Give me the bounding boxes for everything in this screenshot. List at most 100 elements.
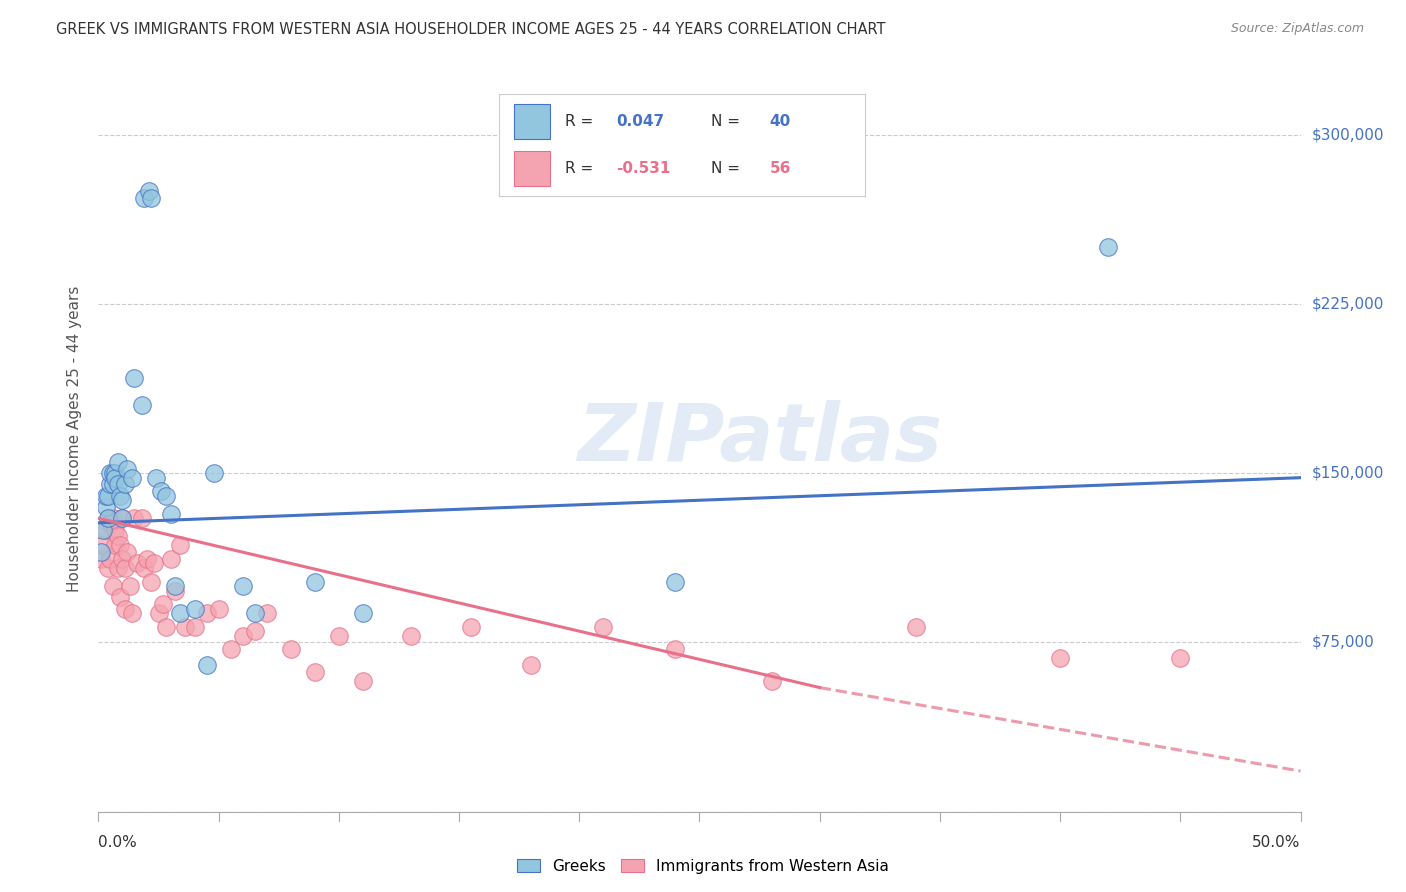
Text: $225,000: $225,000 <box>1312 296 1384 311</box>
Point <box>94 489 117 503</box>
Text: Source: ZipAtlas.com: Source: ZipAtlas.com <box>1230 22 1364 36</box>
Point <box>124 371 146 385</box>
Point <box>111 552 134 566</box>
Point <box>352 673 374 688</box>
Point <box>121 606 143 620</box>
Point <box>159 507 181 521</box>
Point <box>97 511 120 525</box>
Point <box>1049 651 1071 665</box>
Point <box>243 606 266 620</box>
Point <box>117 461 139 475</box>
Point <box>101 466 124 480</box>
Point <box>132 191 155 205</box>
Point <box>761 673 783 688</box>
Point <box>132 561 155 575</box>
Point <box>159 552 181 566</box>
Point <box>152 597 174 611</box>
Point <box>165 579 187 593</box>
Text: 50.0%: 50.0% <box>1253 836 1301 850</box>
Point <box>100 477 122 491</box>
FancyBboxPatch shape <box>513 151 550 186</box>
Point <box>114 477 136 491</box>
Point <box>91 538 114 552</box>
Point <box>104 466 127 480</box>
Point <box>100 552 122 566</box>
Point <box>243 624 266 639</box>
Text: N =: N = <box>711 114 745 128</box>
Point <box>104 471 127 485</box>
Point <box>111 511 134 525</box>
Point <box>141 574 163 589</box>
Point <box>107 455 129 469</box>
Text: 0.047: 0.047 <box>616 114 664 128</box>
Point <box>125 557 148 571</box>
Text: 40: 40 <box>769 114 792 128</box>
Point <box>101 579 124 593</box>
Text: ZIPatlas: ZIPatlas <box>576 401 942 478</box>
Point <box>1097 240 1119 254</box>
Point <box>149 484 172 499</box>
Point <box>114 561 136 575</box>
Point <box>111 511 134 525</box>
Point <box>108 489 131 503</box>
Point <box>183 601 205 615</box>
Point <box>219 642 242 657</box>
Point <box>195 658 218 673</box>
Point <box>114 601 136 615</box>
Point <box>135 552 157 566</box>
Point <box>280 642 302 657</box>
Point <box>97 561 120 575</box>
Text: R =: R = <box>565 161 598 176</box>
Point <box>520 658 543 673</box>
Point <box>304 574 326 589</box>
Point <box>232 629 254 643</box>
Point <box>111 493 134 508</box>
Text: N =: N = <box>711 161 745 176</box>
Point <box>94 500 117 514</box>
Text: 56: 56 <box>769 161 792 176</box>
Point <box>165 583 187 598</box>
Point <box>97 489 120 503</box>
Point <box>91 523 114 537</box>
Text: R =: R = <box>565 114 598 128</box>
Legend: Greeks, Immigrants from Western Asia: Greeks, Immigrants from Western Asia <box>510 853 896 880</box>
Point <box>104 523 127 537</box>
Point <box>104 538 127 552</box>
Point <box>399 629 422 643</box>
Point <box>90 552 112 566</box>
Point <box>141 191 163 205</box>
Point <box>107 477 129 491</box>
Point <box>169 606 191 620</box>
Point <box>169 538 191 552</box>
Point <box>101 477 124 491</box>
Point <box>107 561 129 575</box>
Point <box>108 538 131 552</box>
Point <box>131 399 153 413</box>
Point <box>97 511 120 525</box>
Point <box>352 606 374 620</box>
Point <box>145 471 167 485</box>
Point <box>664 574 686 589</box>
Point <box>664 642 686 657</box>
Y-axis label: Householder Income Ages 25 - 44 years: Householder Income Ages 25 - 44 years <box>67 286 83 592</box>
Point <box>904 620 927 634</box>
Point <box>90 545 112 559</box>
Point <box>117 545 139 559</box>
Text: $75,000: $75,000 <box>1312 635 1375 650</box>
Point <box>174 620 197 634</box>
Point <box>202 466 225 480</box>
Point <box>107 529 129 543</box>
Point <box>304 665 326 679</box>
Point <box>142 557 165 571</box>
Point <box>155 489 177 503</box>
Point <box>100 516 122 530</box>
Point <box>100 466 122 480</box>
Point <box>101 511 124 525</box>
Text: GREEK VS IMMIGRANTS FROM WESTERN ASIA HOUSEHOLDER INCOME AGES 25 - 44 YEARS CORR: GREEK VS IMMIGRANTS FROM WESTERN ASIA HO… <box>56 22 886 37</box>
Point <box>195 606 218 620</box>
Point <box>155 620 177 634</box>
Point <box>124 511 146 525</box>
Text: $150,000: $150,000 <box>1312 466 1384 481</box>
Point <box>1170 651 1192 665</box>
Point <box>328 629 350 643</box>
